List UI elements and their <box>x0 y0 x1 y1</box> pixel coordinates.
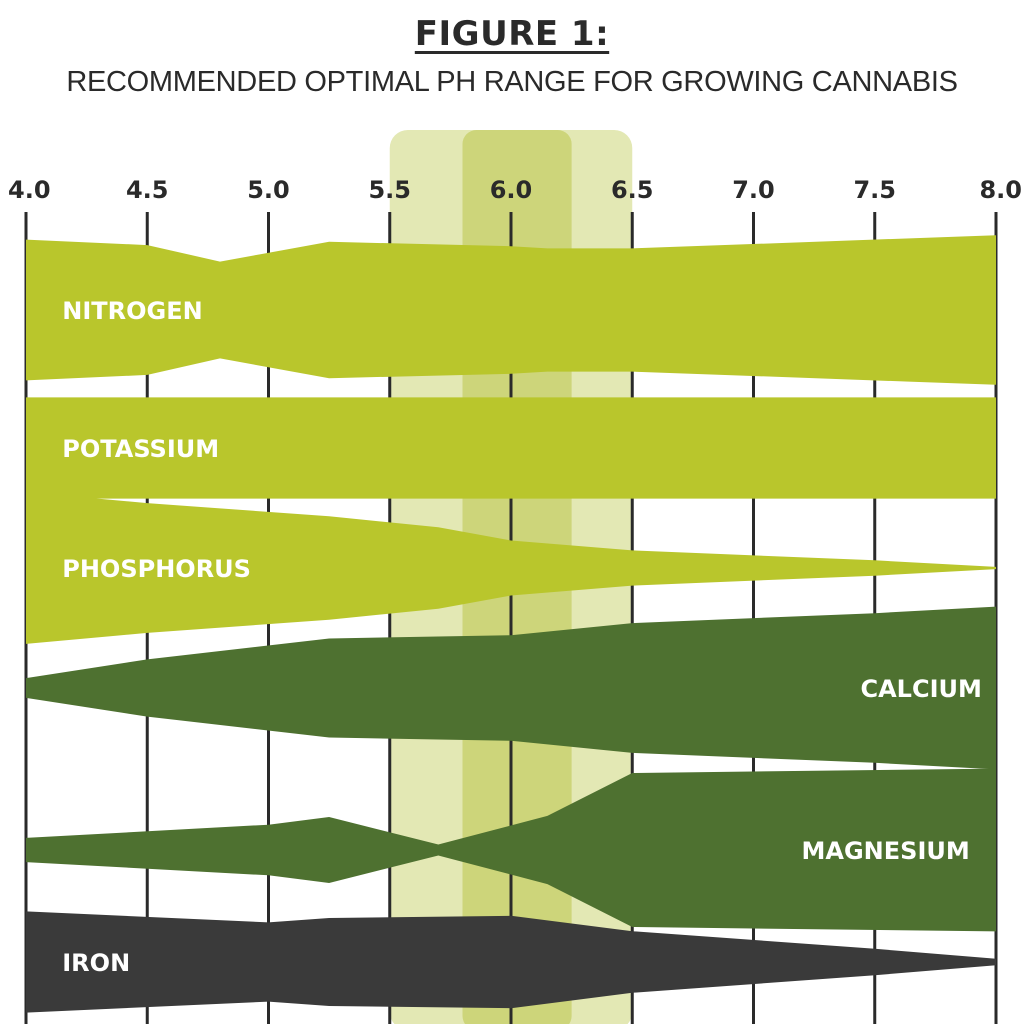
tick-label-6.0: 6.0 <box>490 176 533 204</box>
label-calcium: CALCIUM <box>860 675 981 703</box>
tick-label-5.5: 5.5 <box>368 176 411 204</box>
nutrient-labels: NITROGEN POTASSIUM PHOSPHORUS CALCIUM MAGNES… <box>62 297 982 977</box>
nutrient-bands <box>26 235 996 1013</box>
figure-title: FIGURE 1: <box>414 14 610 54</box>
band-calcium <box>26 606 996 770</box>
chart-subtitle: RECOMMENDED OPTIMAL PH RANGE FOR GROWING… <box>66 66 958 98</box>
label-magnesium: MAGNESIUM <box>802 837 970 865</box>
ph-axis: 4.0 4.5 5.0 5.5 6.0 6.5 7.0 7.5 8.0 <box>8 176 1022 204</box>
tick-label-4.0: 4.0 <box>8 176 51 204</box>
tick-label-4.5: 4.5 <box>126 176 169 204</box>
band-phosphorus <box>26 492 996 644</box>
band-iron <box>26 911 996 1013</box>
band-nitrogen <box>26 235 996 385</box>
label-phosphorus: PHOSPHORUS <box>62 555 251 583</box>
tick-label-7.5: 7.5 <box>853 176 896 204</box>
band-magnesium <box>26 768 996 932</box>
label-nitrogen: NITROGEN <box>62 297 202 325</box>
tick-label-6.5: 6.5 <box>611 176 654 204</box>
label-potassium: POTASSIUM <box>62 435 219 463</box>
band-potassium <box>26 397 996 499</box>
label-iron: IRON <box>62 949 130 977</box>
tick-label-5.0: 5.0 <box>247 176 290 204</box>
tick-label-7.0: 7.0 <box>732 176 775 204</box>
tick-label-8.0: 8.0 <box>979 176 1022 204</box>
